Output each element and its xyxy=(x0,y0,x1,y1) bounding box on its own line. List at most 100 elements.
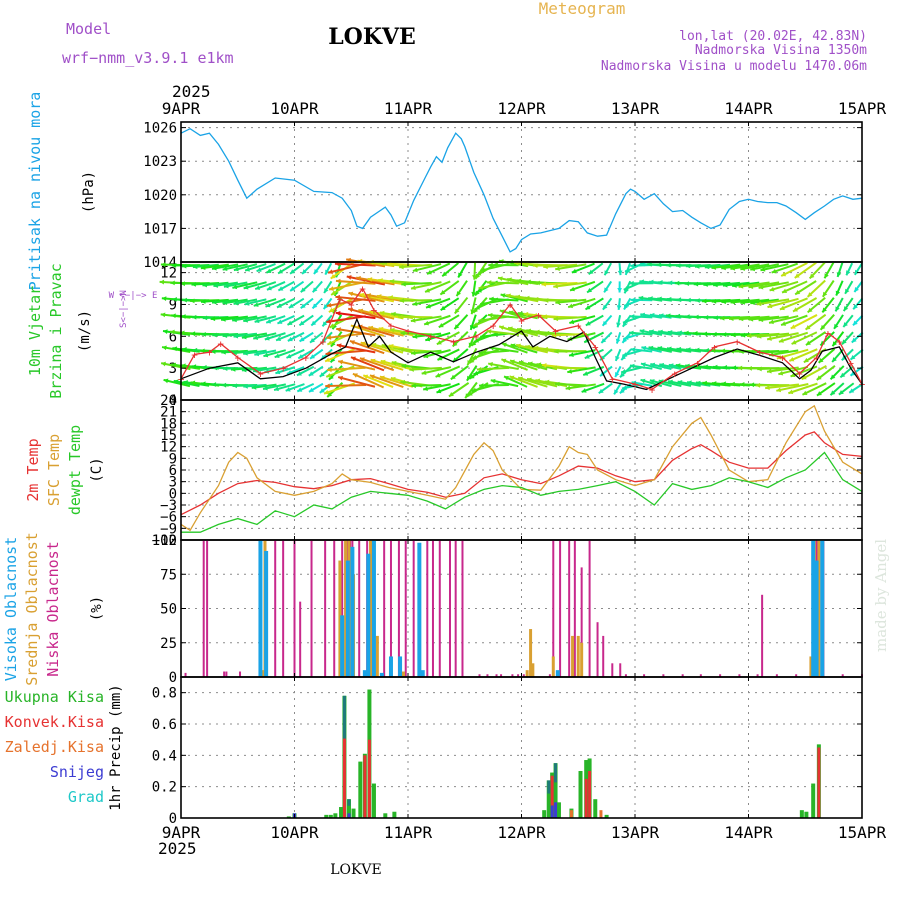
cloud-bar-low xyxy=(282,540,284,677)
panel-label: Snijeg xyxy=(50,763,104,781)
cloud-bar-high xyxy=(340,615,344,677)
y-tick-label: 1017 xyxy=(143,221,177,237)
cloud-bar-high xyxy=(421,670,425,677)
gust-marker: + xyxy=(280,362,287,375)
cloud-bar-low xyxy=(311,540,313,677)
model-elevation-label: Nadmorska Visina u modelu 1470.06m xyxy=(601,59,867,74)
x-tick-label-top: 15APR xyxy=(838,99,887,118)
x-tick-label-top: 13APR xyxy=(611,99,660,118)
gust-marker: + xyxy=(191,348,198,361)
precip-bar-total xyxy=(579,771,583,818)
panel-label: Visoka Oblacnost xyxy=(2,537,20,682)
cloud-bar-low xyxy=(439,540,441,677)
cloud-bar-high xyxy=(398,656,402,677)
wind-vector-shaft xyxy=(479,385,509,386)
precip-bar-freezing xyxy=(599,810,602,818)
panel-label: Zaledj.Kisa xyxy=(5,738,104,756)
precip-bar-snow xyxy=(551,805,554,818)
x-tick-label-bottom: 11APR xyxy=(384,823,433,842)
cloud-bar-high xyxy=(363,670,367,677)
precip-bar-snow xyxy=(554,802,557,818)
x-tick-label-top: 11APR xyxy=(384,99,433,118)
gust-marker: + xyxy=(507,298,514,311)
cloud-bar-low xyxy=(225,672,227,677)
precip-bar-hail xyxy=(347,799,350,806)
cloud-bar-low xyxy=(455,540,457,677)
gust-marker: + xyxy=(711,341,718,354)
cloud-bar-low xyxy=(358,540,360,677)
panel-unit: 1hr Precip (mm) xyxy=(108,684,124,810)
precip-bar-total xyxy=(339,807,343,818)
precip-bar-total xyxy=(593,799,597,818)
panel-unit: (%) xyxy=(89,596,105,621)
cloud-bar-low xyxy=(432,540,434,677)
elevation-label: Nadmorska Visina 1350m xyxy=(695,43,867,58)
panel-label: Konvek.Kisa xyxy=(5,713,104,731)
precip-bar-convective xyxy=(343,732,346,818)
cloud-bar-low xyxy=(294,540,296,677)
y-tick-label: 75 xyxy=(160,567,177,583)
gust-marker: + xyxy=(694,357,701,370)
panel-label: Niska Oblacnost xyxy=(44,541,62,676)
cloud-bar-low xyxy=(574,540,576,677)
cloud-bar-high xyxy=(372,540,376,677)
gust-marker: + xyxy=(257,367,264,380)
cloud-bar-high xyxy=(417,543,421,677)
gust-marker: + xyxy=(575,320,582,333)
y-tick-label: 1023 xyxy=(143,154,177,170)
gust-marker: + xyxy=(813,352,820,365)
panel-unit: (m/s) xyxy=(77,310,93,352)
gust-marker: + xyxy=(552,325,559,338)
cloud-bar-low xyxy=(333,540,335,677)
cloud-bar-high xyxy=(815,561,819,677)
gust-marker: + xyxy=(337,293,344,306)
cloud-bar-mid xyxy=(376,636,379,677)
gust-marker: + xyxy=(796,367,803,380)
compass-rose-vertical: S<−|−>N xyxy=(119,290,129,328)
cloud-bar-low xyxy=(426,540,428,677)
cloud-bar-low xyxy=(239,672,241,677)
precip-bar-total xyxy=(358,762,362,818)
gust-marker: + xyxy=(836,336,843,349)
panel-unit: (C) xyxy=(89,457,105,482)
cloud-bar-mid xyxy=(552,656,555,677)
x-tick-label-top: 10APR xyxy=(270,99,319,118)
gust-marker: + xyxy=(234,352,241,365)
cloud-bar-mid xyxy=(531,663,534,677)
x-tick-label-top: 14APR xyxy=(724,99,773,118)
y-tick-label: 50 xyxy=(160,602,177,618)
gust-marker: + xyxy=(427,330,434,343)
cloud-bar-high xyxy=(258,540,262,677)
cloud-bar-high xyxy=(389,656,393,677)
gust-marker: + xyxy=(490,320,497,333)
cloud-bar-high xyxy=(811,540,815,677)
precip-bar-hail xyxy=(343,696,346,739)
cloud-bar-low xyxy=(299,602,301,677)
y-tick-label: 12 xyxy=(160,266,177,282)
cloud-bar-high xyxy=(556,670,560,677)
cloud-bar-mid xyxy=(571,636,574,677)
gust-marker: + xyxy=(649,383,656,396)
wind-vector-shaft xyxy=(411,385,441,386)
x-tick-label-bottom: 10APR xyxy=(270,823,319,842)
product-label: Meteogram xyxy=(539,0,626,18)
panel-label: Grad xyxy=(68,788,104,806)
wind-vector-shaft xyxy=(487,282,519,283)
precip-bar-total xyxy=(372,784,376,818)
x-tick-label-bottom: 14APR xyxy=(724,823,773,842)
gust-marker: + xyxy=(671,367,678,380)
cloud-bar-low xyxy=(589,540,591,677)
gust-marker: + xyxy=(388,320,395,333)
gust-marker: + xyxy=(825,327,832,340)
gust-marker: + xyxy=(609,373,616,386)
y-tick-label: 0.8 xyxy=(152,686,177,702)
gust-marker: + xyxy=(303,352,310,365)
x-tick-label-bottom: 15APR xyxy=(838,823,887,842)
y-tick-label: 1026 xyxy=(143,121,177,137)
x-tick-label-bottom: 9APR xyxy=(162,823,201,842)
cloud-bar-mid xyxy=(577,636,580,677)
precip-bar-hail xyxy=(547,780,550,793)
precip-bar-freezing xyxy=(570,810,573,818)
gust-marker: + xyxy=(450,336,457,349)
